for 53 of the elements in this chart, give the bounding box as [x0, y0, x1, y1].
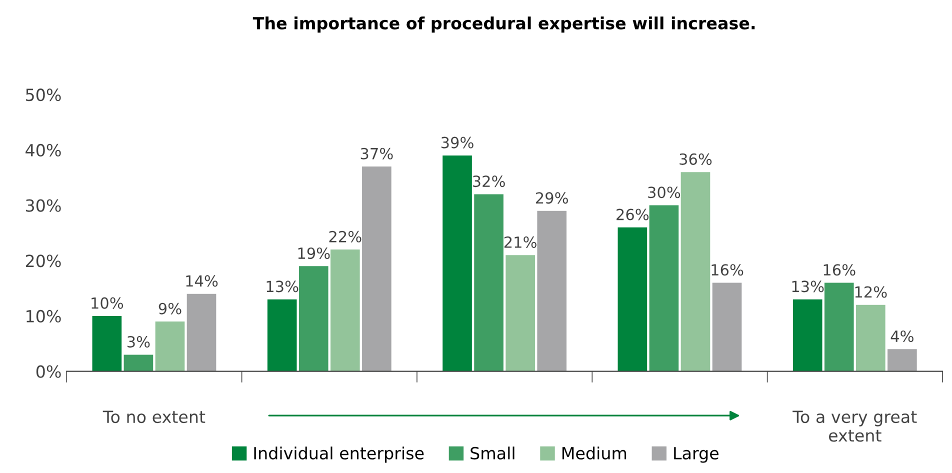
- bar: [712, 282, 742, 372]
- bar: [856, 304, 886, 372]
- bar: [792, 299, 822, 372]
- data-label: 29%: [536, 192, 568, 204]
- data-label: 16%: [824, 264, 856, 276]
- data-label: 21%: [504, 236, 536, 248]
- bar: [649, 205, 679, 372]
- y-tick-label: 10%: [26, 310, 61, 323]
- data-label: 37%: [360, 148, 393, 160]
- data-label: 12%: [855, 286, 887, 298]
- bar: [506, 255, 535, 372]
- data-label: 26%: [616, 208, 649, 220]
- bar: [298, 266, 328, 372]
- bar: [537, 210, 567, 372]
- bar: [888, 349, 917, 372]
- data-label: 16%: [712, 264, 744, 276]
- legend-label: Large: [674, 447, 718, 463]
- data-label: 39%: [441, 136, 474, 148]
- bar: [92, 316, 122, 372]
- bar: [474, 194, 504, 372]
- data-label: 22%: [329, 230, 362, 242]
- bar: [155, 322, 185, 372]
- bar: [442, 155, 472, 372]
- bar: [330, 250, 360, 372]
- data-label: 13%: [792, 280, 824, 292]
- bar: [618, 227, 648, 372]
- legend-label: Medium: [562, 446, 626, 460]
- y-tick-label: 30%: [26, 199, 61, 212]
- bar: [124, 354, 154, 372]
- data-label: 14%: [186, 275, 218, 287]
- bar: [680, 172, 710, 372]
- x-tick-label: To no extent: [102, 410, 206, 424]
- data-label: 4%: [890, 330, 914, 342]
- y-tick-label: 0%: [36, 365, 61, 378]
- bar: [186, 294, 216, 372]
- data-label: 32%: [472, 176, 505, 188]
- chart-title: The importance of procedural expertise will increase.: [252, 16, 755, 33]
- y-tick-label: 20%: [26, 254, 61, 268]
- data-label: 30%: [648, 186, 680, 198]
- data-label: 10%: [92, 297, 124, 309]
- x-tick-label: To a very great extent: [792, 410, 917, 442]
- y-tick-label: 40%: [26, 144, 61, 157]
- data-label: 3%: [128, 336, 150, 348]
- y-tick-label: 50%: [26, 88, 61, 102]
- data-label: 9%: [158, 302, 182, 314]
- bar: [824, 282, 854, 372]
- legend-label: Individual enterprise: [254, 446, 424, 463]
- bar: [267, 299, 297, 372]
- legend-label: Small: [470, 446, 514, 460]
- bar: [362, 166, 392, 372]
- data-label: 36%: [680, 153, 712, 165]
- data-label: 13%: [266, 280, 298, 292]
- data-label: 19%: [298, 247, 330, 260]
